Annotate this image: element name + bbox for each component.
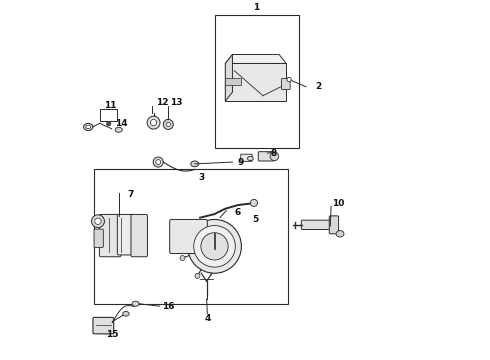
Circle shape bbox=[163, 120, 173, 130]
Text: 2: 2 bbox=[315, 82, 321, 91]
Circle shape bbox=[250, 199, 258, 207]
Circle shape bbox=[195, 273, 200, 278]
Circle shape bbox=[180, 256, 185, 261]
Text: 12: 12 bbox=[155, 98, 168, 107]
Circle shape bbox=[166, 122, 171, 127]
Polygon shape bbox=[225, 54, 286, 63]
Text: 13: 13 bbox=[170, 98, 182, 107]
Ellipse shape bbox=[191, 161, 199, 167]
Polygon shape bbox=[225, 54, 232, 101]
Text: 9: 9 bbox=[238, 158, 244, 167]
FancyBboxPatch shape bbox=[258, 152, 274, 161]
Text: 4: 4 bbox=[204, 314, 211, 323]
Circle shape bbox=[188, 220, 242, 273]
FancyBboxPatch shape bbox=[170, 220, 207, 253]
FancyBboxPatch shape bbox=[282, 78, 290, 90]
Circle shape bbox=[153, 157, 163, 167]
Bar bbox=[215, 15, 299, 148]
Circle shape bbox=[201, 233, 228, 260]
FancyBboxPatch shape bbox=[117, 215, 135, 255]
Text: 14: 14 bbox=[115, 119, 128, 128]
Text: 7: 7 bbox=[127, 190, 133, 199]
Text: 8: 8 bbox=[270, 149, 277, 158]
FancyBboxPatch shape bbox=[93, 318, 114, 334]
Circle shape bbox=[287, 77, 291, 82]
FancyBboxPatch shape bbox=[94, 229, 103, 247]
Ellipse shape bbox=[86, 125, 91, 129]
Ellipse shape bbox=[132, 301, 139, 306]
Circle shape bbox=[92, 215, 104, 228]
FancyBboxPatch shape bbox=[301, 220, 332, 229]
Circle shape bbox=[147, 116, 160, 129]
Circle shape bbox=[194, 226, 235, 267]
Circle shape bbox=[95, 218, 101, 225]
Text: 15: 15 bbox=[106, 330, 119, 339]
Bar bbox=[100, 109, 117, 121]
Circle shape bbox=[270, 152, 279, 161]
Circle shape bbox=[107, 122, 111, 126]
Text: 6: 6 bbox=[235, 208, 241, 217]
Text: 11: 11 bbox=[104, 101, 117, 110]
FancyBboxPatch shape bbox=[99, 215, 121, 257]
Text: 3: 3 bbox=[199, 173, 205, 182]
Bar bbox=[95, 169, 288, 304]
Circle shape bbox=[150, 120, 157, 126]
Polygon shape bbox=[225, 78, 242, 85]
Ellipse shape bbox=[247, 156, 253, 161]
Text: 1: 1 bbox=[253, 3, 260, 12]
Polygon shape bbox=[225, 63, 286, 101]
Text: 5: 5 bbox=[253, 215, 259, 224]
Ellipse shape bbox=[115, 127, 122, 132]
FancyBboxPatch shape bbox=[131, 215, 147, 257]
Text: 16: 16 bbox=[163, 302, 175, 311]
FancyBboxPatch shape bbox=[329, 216, 339, 234]
Ellipse shape bbox=[84, 123, 93, 131]
Ellipse shape bbox=[122, 311, 129, 316]
Circle shape bbox=[156, 159, 161, 165]
Text: 10: 10 bbox=[332, 199, 344, 208]
Ellipse shape bbox=[336, 230, 344, 237]
FancyBboxPatch shape bbox=[241, 154, 252, 161]
